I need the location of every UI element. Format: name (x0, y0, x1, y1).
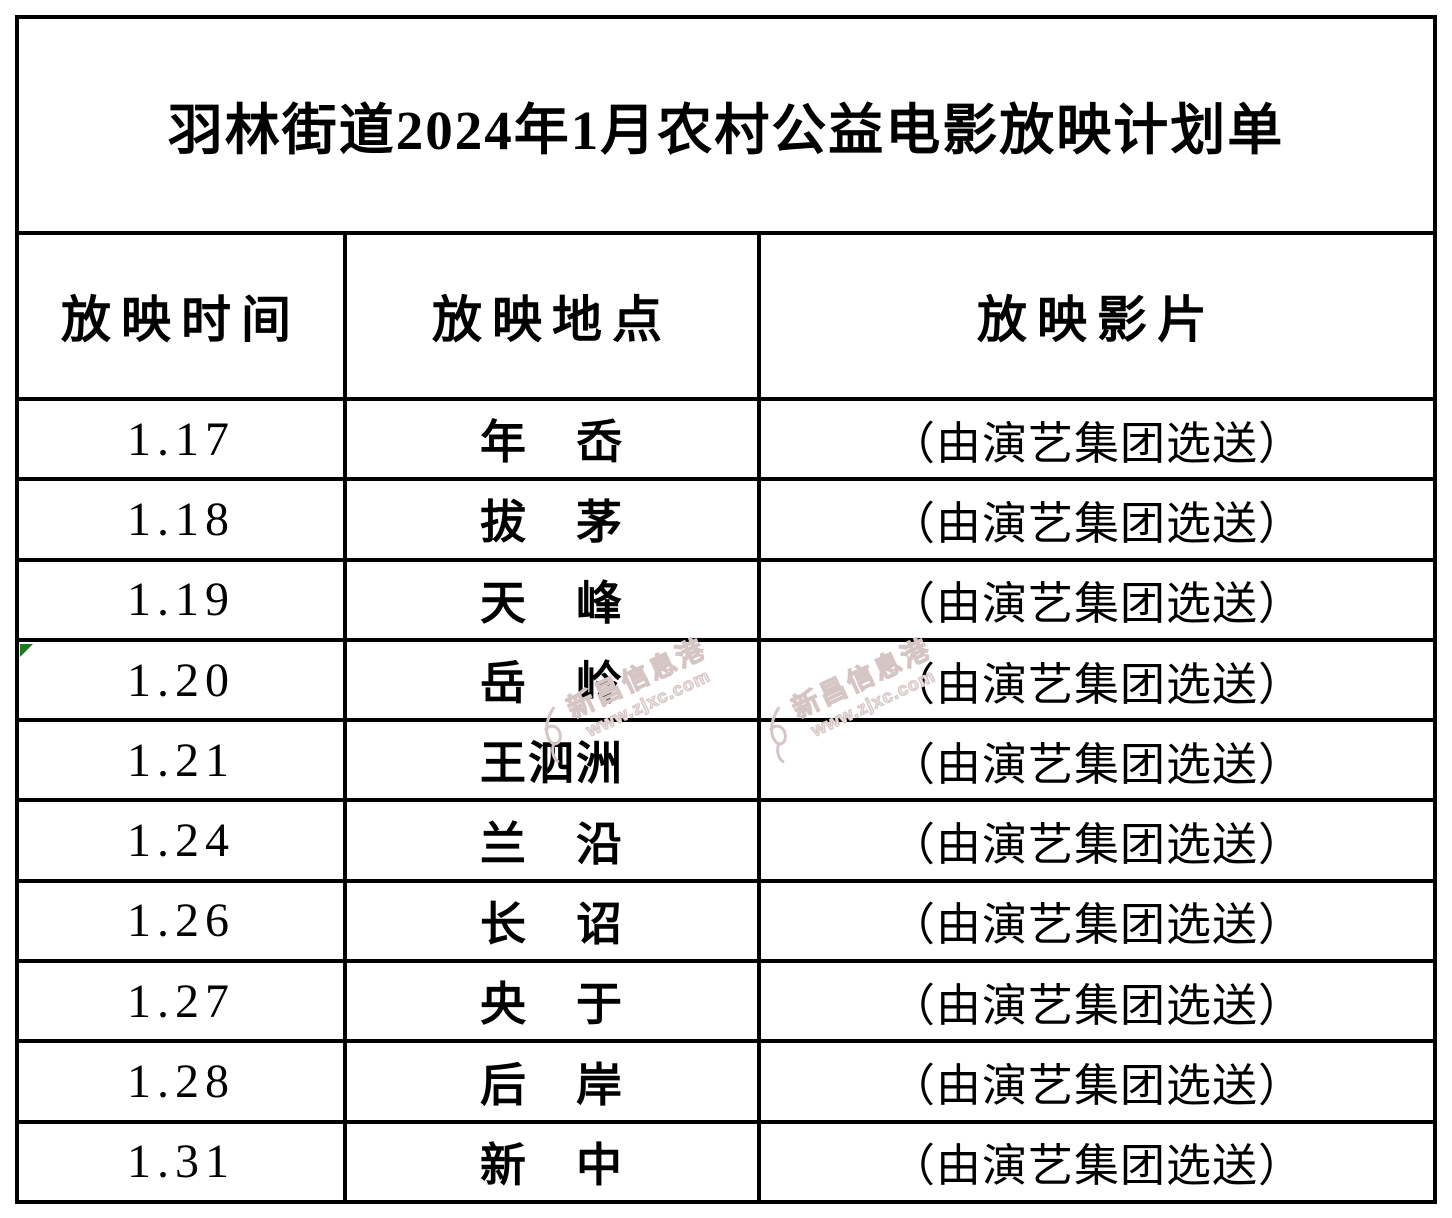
screening-film: （由演艺集团选送） (889, 418, 1304, 469)
screening-film: （由演艺集团选送） (889, 980, 1304, 1031)
table-row: 1.21 王泗洲 （由演艺集团选送） (19, 718, 1433, 799)
screening-location-cell: 后 岸 (343, 1043, 757, 1120)
screening-location: 王泗洲 (480, 738, 624, 790)
screening-location-cell: 岳 岭 (343, 641, 757, 719)
screening-location: 兰 沿 (480, 818, 624, 870)
table-row: 1.27 央 于 （由演艺集团选送） (19, 959, 1433, 1040)
screening-film-cell: （由演艺集团选送） (757, 481, 1433, 558)
screening-date-cell: 1.27 (19, 963, 343, 1039)
screening-location-cell: 年 岙 (343, 401, 757, 478)
screening-film-cell: （由演艺集团选送） (757, 722, 1433, 799)
screening-date-cell: 1.24 (19, 802, 343, 878)
screening-location: 年 岙 (480, 417, 624, 469)
table-row: 1.20 岳 岭 （由演艺集团选送） (19, 637, 1433, 719)
screening-date-cell: 1.18 (19, 481, 343, 557)
document-title: 羽林街道2024年1月农村公益电影放映计划单 (167, 100, 1285, 161)
screening-location: 央 于 (480, 979, 624, 1031)
screening-location-cell: 央 于 (343, 963, 757, 1040)
screening-film: （由演艺集团选送） (889, 1061, 1304, 1112)
cell-error-marker (20, 643, 33, 657)
screening-date: 1.21 (127, 733, 235, 787)
screening-date-cell: 1.26 (19, 883, 343, 959)
screening-date: 1.26 (127, 894, 235, 948)
screening-date-cell: 1.20 (19, 642, 343, 718)
screening-location-cell: 新 中 (343, 1123, 757, 1200)
title-row: 羽林街道2024年1月农村公益电影放映计划单 (19, 19, 1433, 231)
screening-film-cell: （由演艺集团选送） (757, 882, 1433, 960)
screening-location: 后 岸 (480, 1059, 624, 1111)
screening-location-cell: 拔 茅 (343, 481, 757, 558)
screening-location: 岳 岭 (480, 658, 624, 710)
screening-date: 1.20 (127, 653, 235, 707)
screening-film-cell: （由演艺集团选送） (757, 1043, 1433, 1120)
screening-film-cell: （由演艺集团选送） (757, 641, 1433, 719)
screening-film: （由演艺集团选送） (889, 900, 1304, 951)
table-row: 1.17 年 岙 （由演艺集团选送） (19, 397, 1433, 478)
screening-film: （由演艺集团选送） (889, 659, 1304, 710)
screening-film: （由演艺集团选送） (889, 820, 1304, 871)
screening-location: 新 中 (480, 1139, 624, 1191)
screening-film: （由演艺集团选送） (889, 498, 1304, 549)
screening-location: 长 诏 (480, 898, 624, 950)
schedule-table: 羽林街道2024年1月农村公益电影放映计划单 放映时间 放映地点 放映影片 1.… (15, 15, 1437, 1204)
screening-date: 1.31 (127, 1135, 235, 1189)
screening-location-cell: 王泗洲 (343, 722, 757, 799)
screening-date: 1.24 (127, 814, 235, 868)
screening-location-cell: 兰 沿 (343, 802, 757, 879)
header-cell-time: 放映时间 (61, 292, 301, 348)
table-row: 1.28 后 岸 （由演艺集团选送） (19, 1039, 1433, 1120)
screening-date: 1.18 (127, 492, 235, 546)
header-cell-location: 放映地点 (343, 235, 757, 397)
screening-location: 天 峰 (480, 577, 624, 629)
table-row: 1.24 兰 沿 （由演艺集团选送） (19, 798, 1433, 879)
screening-film-cell: （由演艺集团选送） (757, 561, 1433, 638)
screening-film: （由演艺集团选送） (889, 579, 1304, 630)
screening-film-cell: （由演艺集团选送） (757, 963, 1433, 1040)
screening-location-cell: 长 诏 (343, 882, 757, 960)
screening-date-cell: 1.19 (19, 562, 343, 638)
header-cell-film: 放映影片 (757, 235, 1433, 397)
screening-film-cell: （由演艺集团选送） (757, 1123, 1433, 1200)
table-header-row: 放映时间 放映地点 放映影片 (19, 231, 1433, 397)
table-row: 1.18 拔 茅 （由演艺集团选送） (19, 477, 1433, 558)
screening-film-cell: （由演艺集团选送） (757, 802, 1433, 879)
screening-date: 1.28 (127, 1055, 235, 1109)
screening-date-cell: 1.17 (19, 401, 343, 477)
table-row: 1.19 天 峰 （由演艺集团选送） (19, 557, 1433, 638)
screening-date-cell: 1.21 (19, 722, 343, 798)
screening-date: 1.19 (127, 573, 235, 627)
screening-film: （由演艺集团选送） (889, 1141, 1304, 1192)
screening-film-cell: （由演艺集团选送） (757, 401, 1433, 478)
table-row: 1.31 新 中 （由演艺集团选送） (19, 1119, 1433, 1200)
screening-film: （由演艺集团选送） (889, 739, 1304, 790)
screening-location-cell: 天 峰 (343, 561, 757, 638)
screening-date: 1.27 (127, 974, 235, 1028)
screening-location: 拔 茅 (480, 497, 624, 549)
screening-date: 1.17 (127, 412, 235, 466)
screening-date-cell: 1.31 (19, 1124, 343, 1200)
table-row: 1.26 长 诏 （由演艺集团选送） (19, 878, 1433, 960)
screening-date-cell: 1.28 (19, 1043, 343, 1119)
